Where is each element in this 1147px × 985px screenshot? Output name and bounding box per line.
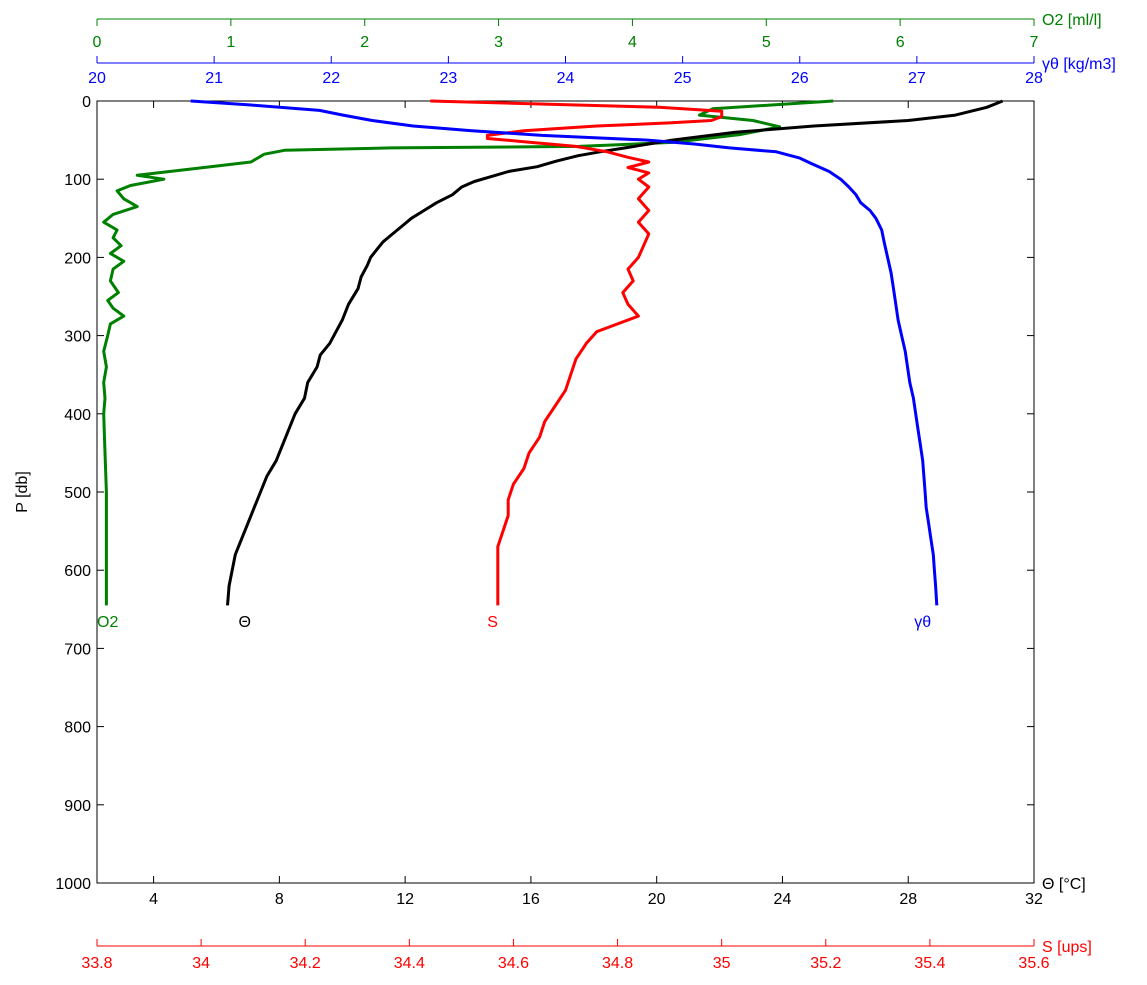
theta-tick-label: 28 [899, 891, 917, 908]
gamma-tick-label: 22 [322, 70, 340, 87]
oxygen-tick-label: 0 [93, 34, 102, 51]
salinity-tick-label: 34.6 [498, 955, 529, 972]
gamma-axis-label: γθ [kg/m3] [1042, 56, 1116, 73]
plot-frame [96, 100, 1035, 884]
y-tick-label: 600 [64, 563, 91, 580]
theta-tick-label: 4 [149, 891, 158, 908]
oxygen-tick-label: 3 [494, 34, 503, 51]
theta-tick-label: 16 [522, 891, 540, 908]
y-tick-label: 900 [64, 798, 91, 815]
series-label-theta: Θ [239, 614, 251, 631]
salinity-tick-label: 34.2 [290, 955, 321, 972]
salinity-tick-label: 35 [713, 955, 731, 972]
y-tick-label: 400 [64, 407, 91, 424]
y-tick-label: 200 [64, 250, 91, 267]
y-tick-label: 700 [64, 641, 91, 658]
gamma-tick-label: 21 [205, 70, 223, 87]
gamma-tick-label: 20 [88, 70, 106, 87]
series-label-oxygen: O2 [97, 614, 118, 631]
theta-axis-label: Θ [°C] [1042, 876, 1086, 893]
gamma-tick-label: 24 [557, 70, 575, 87]
gamma-tick-label: 27 [908, 70, 926, 87]
series-line-salinity [430, 99, 724, 606]
salinity-tick-label: 34.4 [394, 955, 425, 972]
salinity-tick-label: 35.4 [914, 955, 945, 972]
y-axis-label: P [db] [14, 471, 31, 513]
y-tick-label: 0 [82, 94, 91, 111]
salinity-tick-label: 34.8 [602, 955, 633, 972]
oxygen-tick-label: 6 [896, 34, 905, 51]
series-line-theta [226, 99, 1004, 606]
salinity-tick-label: 35.2 [810, 955, 841, 972]
theta-tick-label: 8 [275, 891, 284, 908]
oxygen-tick-label: 7 [1030, 34, 1039, 51]
oxygen-tick-label: 1 [226, 34, 235, 51]
y-tick-label: 100 [64, 172, 91, 189]
theta-tick-label: 24 [774, 891, 792, 908]
series-label-salinity: S [487, 614, 498, 631]
theta-tick-label: 20 [648, 891, 666, 908]
salinity-tick-label: 35.6 [1018, 955, 1049, 972]
oxygen-axis-label: O2 [ml/l] [1042, 12, 1102, 29]
gamma-tick-label: 23 [439, 70, 457, 87]
series-label-gamma: γθ [914, 614, 931, 631]
series-layer [102, 99, 1004, 606]
series-line-oxygen [102, 99, 834, 606]
salinity-tick-label: 34 [192, 955, 210, 972]
gamma-tick-label: 26 [791, 70, 809, 87]
salinity-axis-label: S [ups] [1042, 939, 1092, 956]
oxygen-tick-label: 2 [360, 34, 369, 51]
oxygen-tick-label: 5 [762, 34, 771, 51]
gamma-tick-label: 28 [1025, 70, 1043, 87]
gamma-tick-label: 25 [674, 70, 692, 87]
series-line-gamma [190, 99, 939, 606]
y-tick-label: 800 [64, 720, 91, 737]
y-tick-label: 1000 [55, 876, 91, 893]
theta-tick-label: 12 [396, 891, 414, 908]
y-tick-label: 500 [64, 485, 91, 502]
theta-tick-label: 32 [1025, 891, 1043, 908]
salinity-tick-label: 33.8 [81, 955, 112, 972]
y-tick-label: 300 [64, 329, 91, 346]
oxygen-tick-label: 4 [628, 34, 637, 51]
